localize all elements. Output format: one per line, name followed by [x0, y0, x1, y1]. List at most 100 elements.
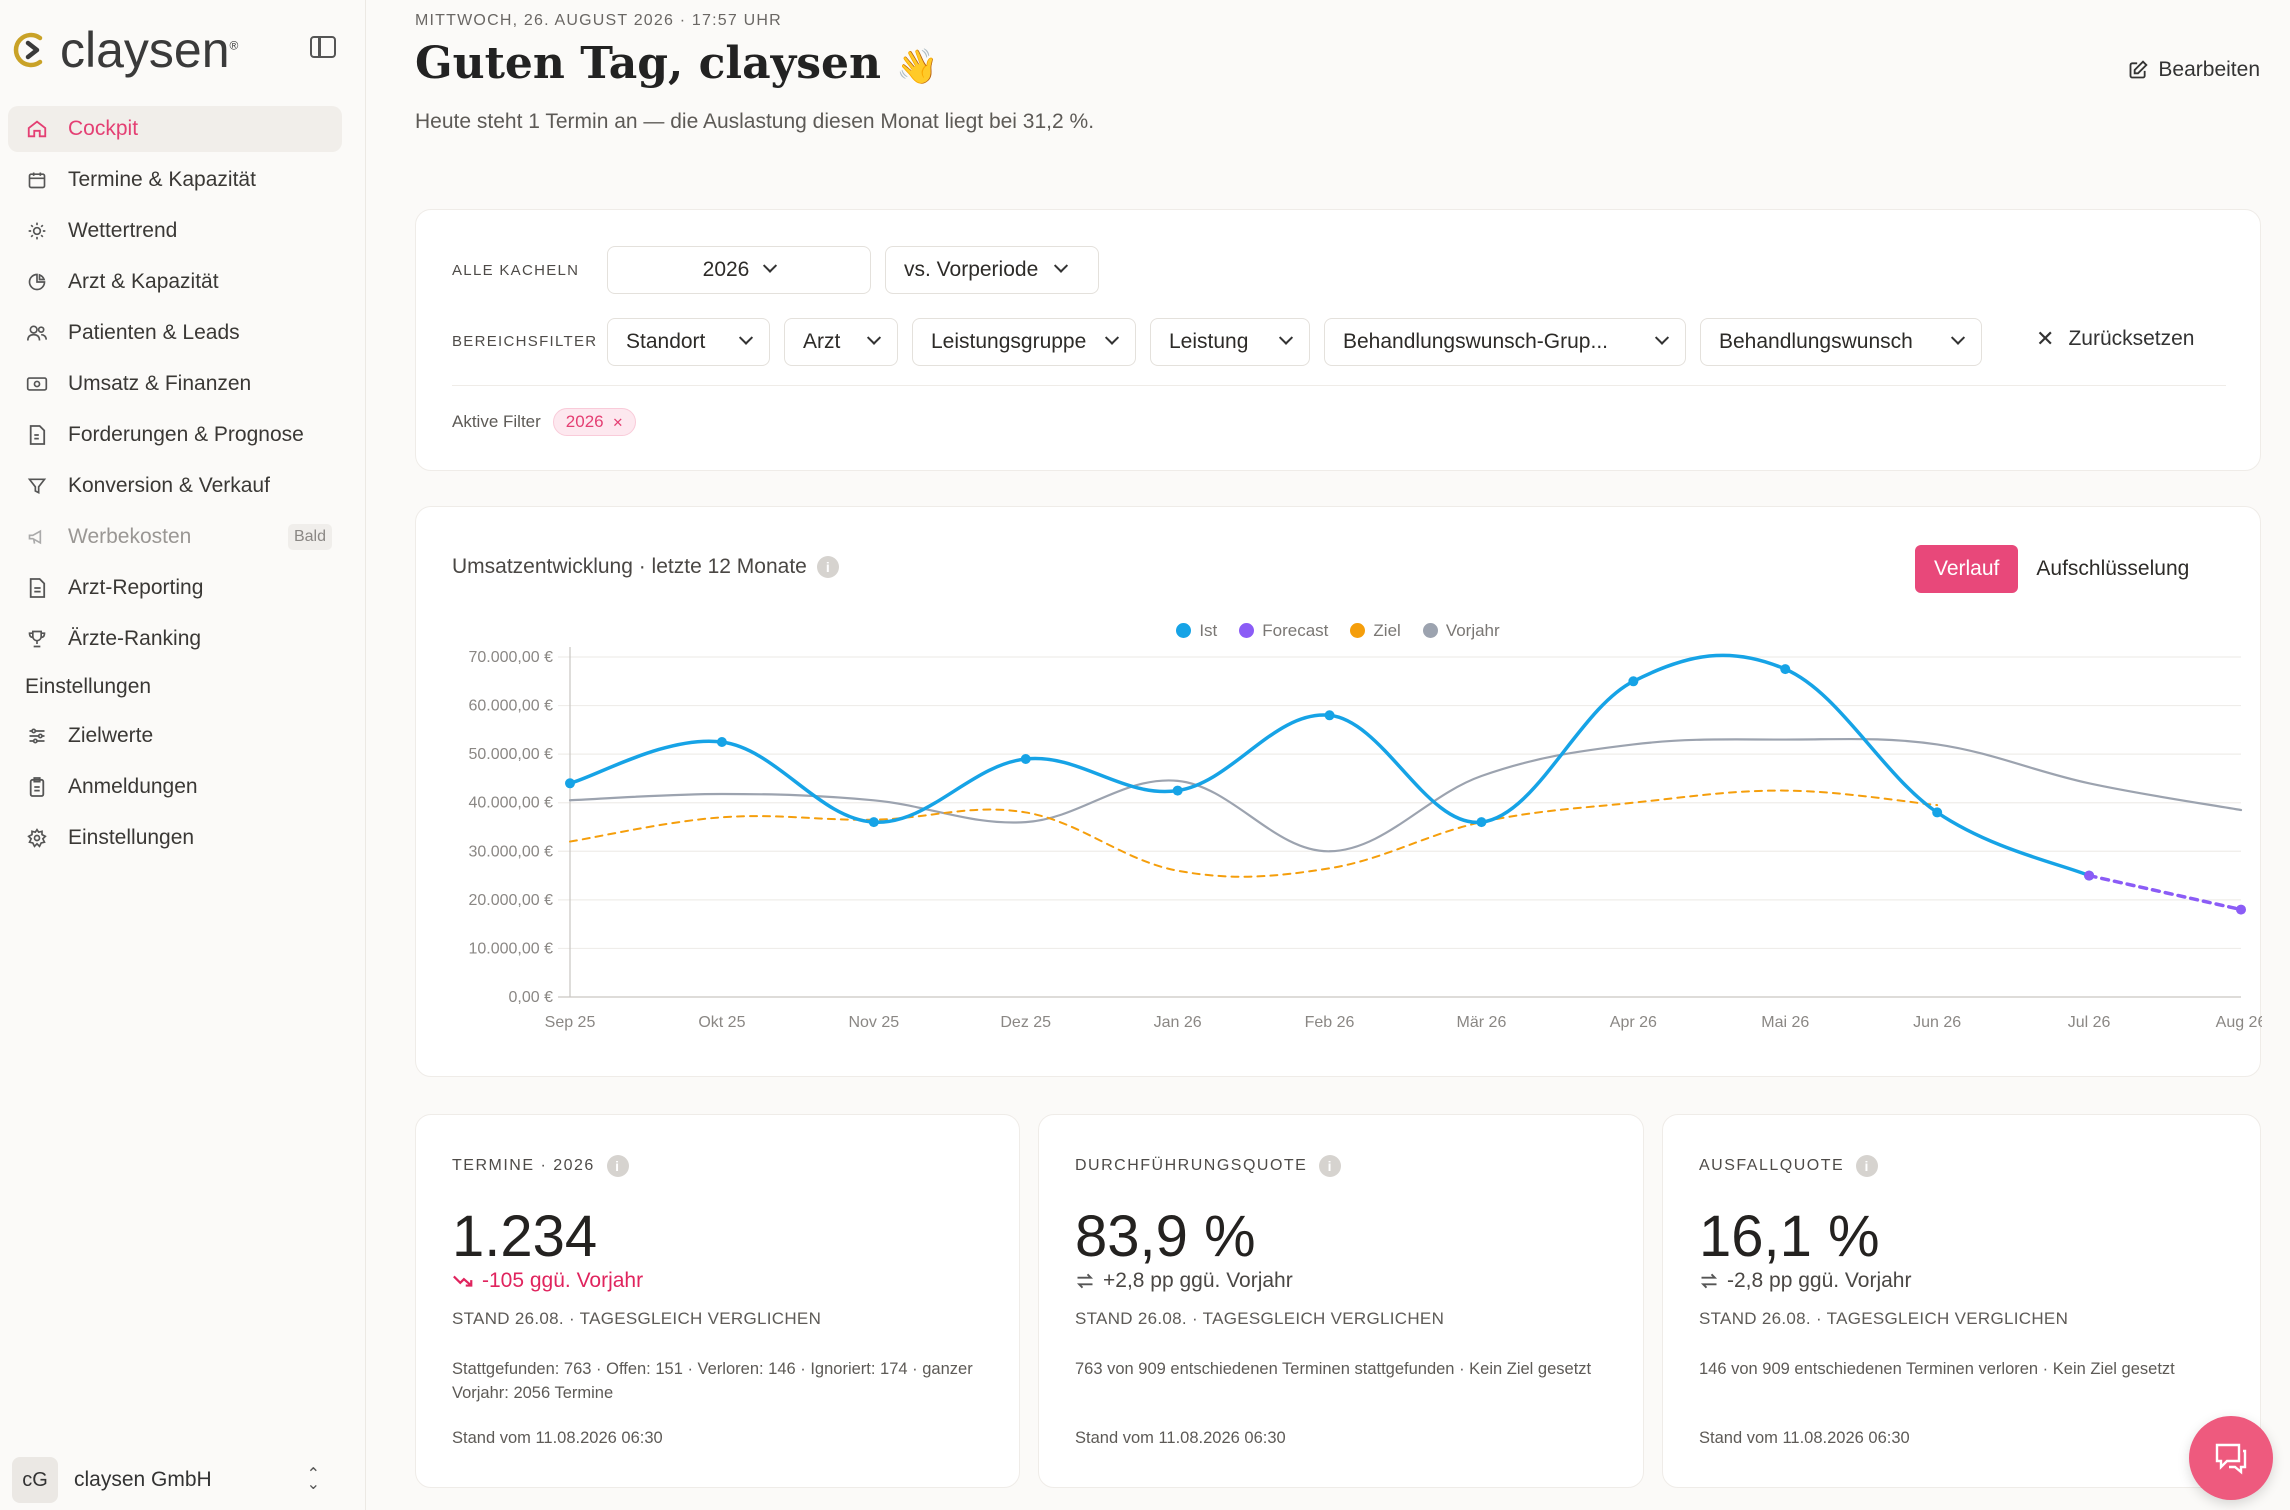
sidebar-item-label: Umsatz & Finanzen	[68, 372, 252, 395]
edit-icon	[2130, 60, 2149, 79]
legend-item[interactable]: Forecast	[1239, 621, 1328, 641]
legend-item[interactable]: Ist	[1176, 621, 1217, 641]
sidebar-item-einstellungen[interactable]: Einstellungen	[8, 815, 342, 861]
compare-select[interactable]: vs. Vorperiode	[885, 246, 1099, 294]
chart-legend: Ist Forecast Ziel Vorjahr	[416, 621, 2260, 641]
active-filter-chip[interactable]: 2026 ✕	[552, 408, 637, 436]
y-tick-label: 30.000,00 €	[468, 843, 553, 860]
data-point-ist	[868, 817, 879, 828]
x-tick-label: Feb 26	[1305, 1014, 1355, 1031]
sidebar-item-konversion[interactable]: Konversion & Verkauf	[8, 463, 342, 509]
chat-button[interactable]	[2189, 1416, 2273, 1500]
sidebar-item-anmeldungen[interactable]: Anmeldungen	[8, 764, 342, 810]
reset-label: Zurücksetzen	[2068, 327, 2195, 350]
filter-arzt[interactable]: Arzt	[784, 318, 898, 366]
users-icon	[26, 322, 48, 344]
sidebar-item-arzt-reporting[interactable]: Arzt-Reporting	[8, 565, 342, 611]
legend-dot-icon	[1422, 623, 1438, 638]
y-tick-label: 50.000,00 €	[468, 746, 553, 763]
filter-label: Arzt	[803, 330, 841, 353]
sidebar-item-patienten[interactable]: Patienten & Leads	[8, 310, 342, 356]
sidebar-item-termine[interactable]: Termine & Kapazität	[8, 157, 342, 203]
filter-leistung[interactable]: Leistung	[1150, 318, 1310, 366]
avatar: cG	[12, 1457, 58, 1503]
series-line-ist	[568, 653, 2091, 878]
sidebar-item-umsatz[interactable]: Umsatz & Finanzen	[8, 361, 342, 407]
year-value: 2026	[702, 258, 750, 281]
filter-behandlungswunsch[interactable]: Behandlungswunsch	[1700, 318, 1982, 366]
revenue-chart-card: Umsatzentwicklung · letzte 12 Monate i V…	[415, 506, 2262, 1077]
data-point-ist	[1628, 676, 1639, 687]
kpi-timestamp: Stand vom 11.08.2026 06:30	[452, 1429, 663, 1447]
logo[interactable]: claysen®	[10, 20, 238, 80]
kpi-label: DURCHFÜHRUNGSQUOTE i	[1075, 1155, 1342, 1177]
sidebar-item-wettertrend[interactable]: Wettertrend	[8, 208, 342, 254]
y-tick-label: 70.000,00 €	[468, 649, 553, 666]
sidebar-item-label: Patienten & Leads	[68, 321, 240, 344]
sidebar-item-forderungen[interactable]: Forderungen & Prognose	[8, 412, 342, 458]
x-tick-label: Okt 25	[698, 1014, 745, 1031]
x-tick-label: Aug 26	[2216, 1014, 2262, 1031]
sliders-icon	[26, 725, 48, 747]
toggle-aufschluesselung[interactable]: Aufschlüsselung	[2036, 557, 2190, 580]
active-filters-label: Aktive Filter	[452, 412, 541, 431]
filter-label: Behandlungswunsch	[1719, 330, 1913, 353]
legend-dot-icon	[1350, 623, 1366, 638]
home-icon	[26, 118, 48, 140]
data-point-ist	[565, 778, 575, 789]
filter-leistungsgruppe[interactable]: Leistungsgruppe	[912, 318, 1136, 366]
kpi-stand: STAND 26.08. · TAGESGLEICH VERGLICHEN	[1699, 1309, 2069, 1328]
data-point-ist	[1172, 785, 1183, 796]
sidebar-item-cockpit[interactable]: Cockpit	[8, 106, 342, 152]
sidebar-item-aerzte-ranking[interactable]: Ärzte-Ranking	[8, 616, 342, 662]
compare-value: vs. Vorperiode	[904, 258, 1039, 281]
info-icon[interactable]: i	[1856, 1155, 1879, 1177]
x-tick-label: Jul 26	[2068, 1014, 2111, 1031]
revenue-line-chart: 0,00 € 10.000,00 € 20.000,00 € 30.000,00 € 4…	[468, 647, 2262, 1031]
info-icon[interactable]: i	[606, 1155, 629, 1177]
legend-item[interactable]: Vorjahr	[1422, 621, 1500, 641]
kpi-stand: STAND 26.08. · TAGESGLEICH VERGLICHEN	[1075, 1309, 1445, 1328]
chevron-down-icon	[1950, 330, 1966, 345]
sidebar-item-zielwerte[interactable]: Zielwerte	[8, 713, 342, 759]
chevron-down-icon	[738, 330, 754, 345]
data-point-forecast	[2236, 904, 2246, 915]
kpi-value: 83,9 %	[1075, 1204, 1256, 1269]
all-tiles-label: ALLE KACHELN	[452, 262, 580, 279]
data-point-ist	[1020, 754, 1031, 764]
x-tick-label: Mai 26	[1761, 1014, 1809, 1031]
main-nav: Cockpit Termine & Kapazität Wettertrend …	[8, 106, 342, 866]
sidebar-item-label: Termine & Kapazität	[68, 168, 256, 191]
toggle-verlauf[interactable]: Verlauf	[1915, 545, 2019, 593]
funnel-icon	[26, 475, 48, 497]
y-tick-label: 10.000,00 €	[468, 940, 553, 957]
kpi-value: 1.234	[452, 1204, 598, 1269]
filter-behandlungswunsch-gruppe[interactable]: Behandlungswunsch-Grup...	[1324, 318, 1686, 366]
legend-label: Ziel	[1373, 621, 1401, 640]
area-filter-label: BEREICHSFILTER	[452, 333, 598, 350]
series-line-vorjahr	[568, 737, 2243, 853]
sidebar-item-label: Werbekosten	[68, 525, 192, 548]
reset-button[interactable]: ✕ Zurücksetzen	[2036, 326, 2195, 352]
y-tick-label: 60.000,00 €	[468, 698, 553, 715]
kpi-label: AUSFALLQUOTE i	[1699, 1155, 1879, 1177]
x-tick-label: Mär 26	[1457, 1014, 1507, 1031]
info-icon[interactable]: i	[1319, 1155, 1342, 1177]
y-tick-label: 40.000,00 €	[468, 795, 553, 812]
kpi-delta: +2,8 pp ggü. Vorjahr	[1075, 1269, 1293, 1293]
chart-title: Umsatzentwicklung · letzte 12 Monate i	[452, 555, 839, 579]
active-filters: Aktive Filter 2026 ✕	[452, 408, 637, 436]
x-tick-label: Apr 26	[1610, 1014, 1657, 1031]
sidebar-item-arzt-kapazitaet[interactable]: Arzt & Kapazität	[8, 259, 342, 305]
data-point-ist	[1780, 664, 1791, 675]
edit-button[interactable]: Bearbeiten	[2128, 58, 2260, 82]
legend-item[interactable]: Ziel	[1350, 621, 1401, 641]
filter-standort[interactable]: Standort	[607, 318, 770, 366]
org-switcher[interactable]: cG claysen GmbH ⌃ ⌄	[12, 1456, 342, 1504]
info-icon[interactable]: i	[816, 556, 839, 578]
remove-chip-icon[interactable]: ✕	[612, 415, 624, 430]
chevron-down-icon	[1278, 330, 1294, 345]
year-select[interactable]: 2026	[607, 246, 871, 294]
sidebar-collapse-icon[interactable]	[310, 36, 336, 58]
megaphone-icon	[26, 526, 48, 548]
